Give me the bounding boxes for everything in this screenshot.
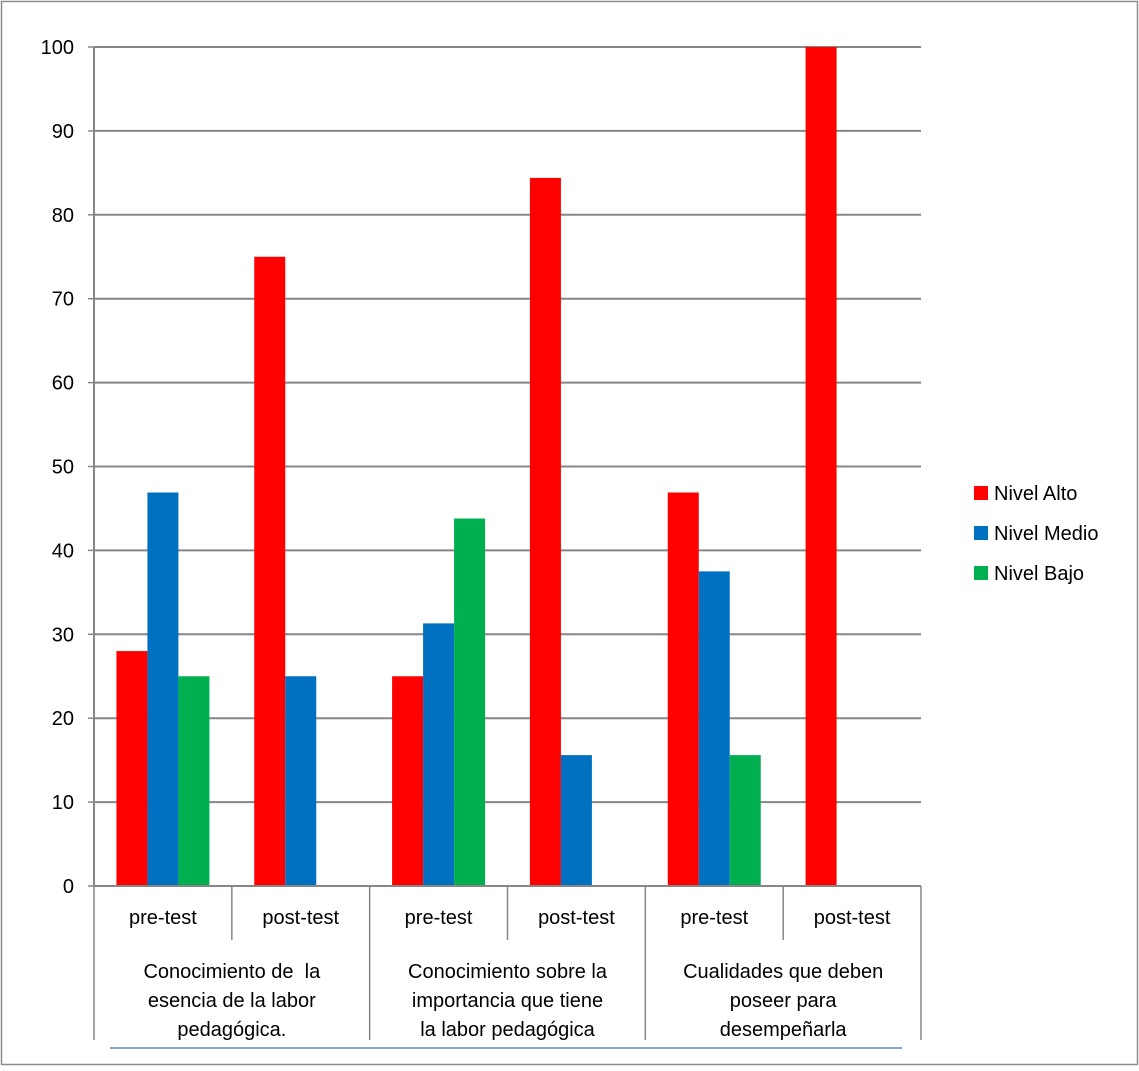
- x-subcategory-label: post-test: [814, 907, 891, 929]
- bar-nivel-medio: [285, 676, 317, 886]
- grid-lines: [94, 46, 921, 804]
- x-subcategory-label: pre-test: [680, 907, 748, 929]
- x-group-label-line: poseer para: [730, 990, 838, 1012]
- bar-nivel-alto: [392, 676, 424, 886]
- bar-nivel-bajo: [178, 676, 210, 886]
- y-tick-label: 60: [52, 373, 74, 395]
- x-group-label-line: desempeñarla: [720, 1019, 848, 1041]
- x-group-label-line: Conocimiento de la: [143, 961, 321, 983]
- bar-nivel-alto: [667, 492, 699, 886]
- x-group-label-line: pedagógica.: [177, 1019, 286, 1041]
- y-tick-label: 0: [63, 876, 74, 898]
- x-group-label-line: Cualidades que deben: [683, 961, 883, 983]
- bar-nivel-alto: [529, 177, 561, 886]
- bar-nivel-medio: [698, 571, 730, 886]
- x-group-label-line: la labor pedagógica: [420, 1019, 595, 1041]
- x-subcategory-label: post-test: [538, 907, 615, 929]
- axes: [88, 46, 922, 1049]
- legend: Nivel Alto Nivel Medio Nivel Bajo: [974, 483, 1098, 585]
- bars: [116, 47, 837, 886]
- y-tick-label: 90: [52, 121, 74, 143]
- y-tick-labels: 0 10 20 30 40 50 60 70 80 90 100: [41, 37, 74, 898]
- bar-nivel-medio: [423, 623, 455, 886]
- y-tick-label: 80: [52, 205, 74, 227]
- bar-nivel-alto: [254, 256, 286, 886]
- y-tick-label: 10: [52, 792, 74, 814]
- y-tick-label: 100: [41, 37, 74, 59]
- bar-nivel-alto: [805, 47, 837, 886]
- legend-swatch-nivel-alto: [974, 486, 988, 500]
- x-group-label-line: esencia de la labor: [148, 990, 316, 1012]
- y-tick-label: 70: [52, 289, 74, 311]
- bar-nivel-medio: [560, 755, 592, 886]
- y-tick-label: 20: [52, 708, 74, 730]
- legend-swatch-nivel-bajo: [974, 566, 988, 580]
- x-group-label-line: Conocimiento sobre la: [408, 961, 608, 983]
- x-group-label-line: importancia que tiene: [412, 990, 603, 1012]
- legend-swatch-nivel-medio: [974, 526, 988, 540]
- bar-nivel-medio: [147, 492, 179, 886]
- y-tick-label: 30: [52, 624, 74, 646]
- y-tick-label: 40: [52, 540, 74, 562]
- legend-label-nivel-medio: Nivel Medio: [994, 523, 1098, 545]
- x-subcategory-label: pre-test: [405, 907, 473, 929]
- legend-label-nivel-bajo: Nivel Bajo: [994, 563, 1084, 585]
- y-tick-label: 50: [52, 457, 74, 479]
- legend-label-nivel-alto: Nivel Alto: [994, 483, 1077, 505]
- x-category-labels: pre-test post-test Conocimiento de la esenc…: [129, 907, 891, 1041]
- x-subcategory-label: pre-test: [129, 907, 197, 929]
- x-subcategory-label: post-test: [262, 907, 339, 929]
- bar-nivel-bajo: [454, 518, 486, 886]
- bar-nivel-alto: [116, 651, 148, 886]
- bar-nivel-bajo: [729, 755, 761, 886]
